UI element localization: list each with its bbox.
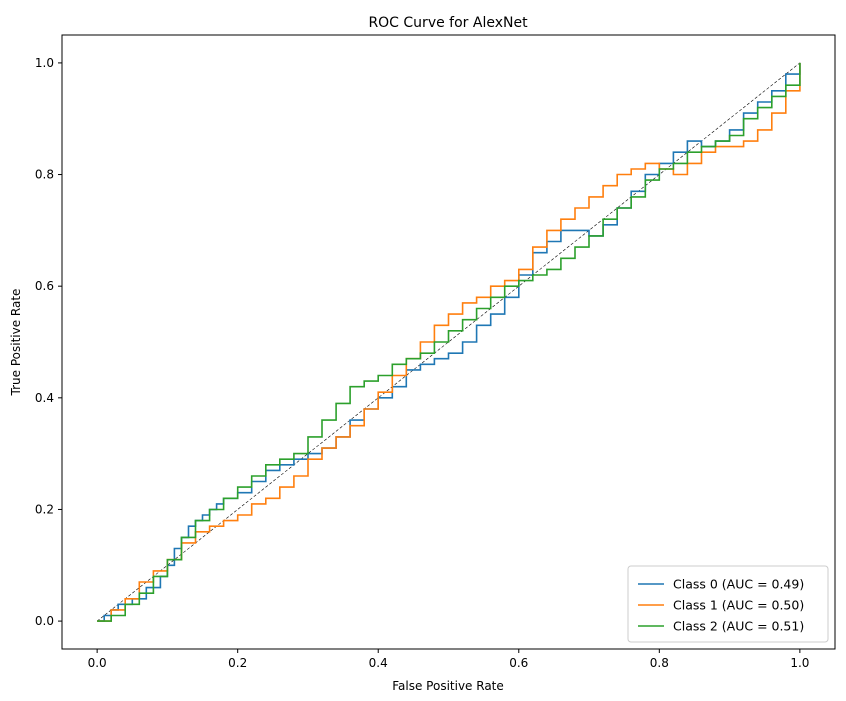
y-tick-label: 0.8 — [35, 168, 54, 182]
x-tick-label: 0.4 — [369, 656, 388, 670]
y-tick-label: 0.0 — [35, 614, 54, 628]
legend: Class 0 (AUC = 0.49) Class 1 (AUC = 0.50)… — [627, 565, 829, 643]
axes-frame — [61, 34, 836, 650]
x-axis-label: False Positive Rate — [392, 679, 504, 693]
x-axis-ticks: 0.0 0.2 0.4 0.6 0.8 1.0 — [88, 649, 809, 670]
x-tick-label: 0.8 — [650, 656, 669, 670]
y-axis-label: True Positive Rate — [9, 289, 23, 397]
legend-label-class-2: Class 2 (AUC = 0.51) — [673, 619, 804, 634]
legend-frame — [627, 565, 829, 643]
y-tick-label: 0.2 — [35, 502, 54, 516]
legend-label-class-1: Class 1 (AUC = 0.50) — [673, 598, 804, 613]
legend-label-class-0: Class 0 (AUC = 0.49) — [673, 577, 804, 592]
series-lines — [96, 62, 801, 622]
diagonal-reference-line — [96, 62, 801, 622]
y-tick-label: 0.6 — [35, 279, 54, 293]
y-tick-label: 1.0 — [35, 56, 54, 70]
chart-title: ROC Curve for AlexNet — [368, 15, 528, 31]
x-tick-label: 0.0 — [88, 656, 107, 670]
series-line-class-2 — [97, 62, 801, 622]
x-tick-label: 0.6 — [509, 656, 528, 670]
x-tick-label: 0.2 — [228, 656, 247, 670]
series-line-class-1 — [97, 62, 801, 622]
y-axis-ticks: 0.0 0.2 0.4 0.6 0.8 1.0 — [35, 56, 62, 628]
x-tick-label: 1.0 — [790, 656, 809, 670]
y-tick-label: 0.4 — [35, 391, 54, 405]
plot-area: 0.0 0.2 0.4 0.6 0.8 1.0 0.0 0.2 0.4 0.6 0.8 1.0 — [35, 34, 836, 670]
